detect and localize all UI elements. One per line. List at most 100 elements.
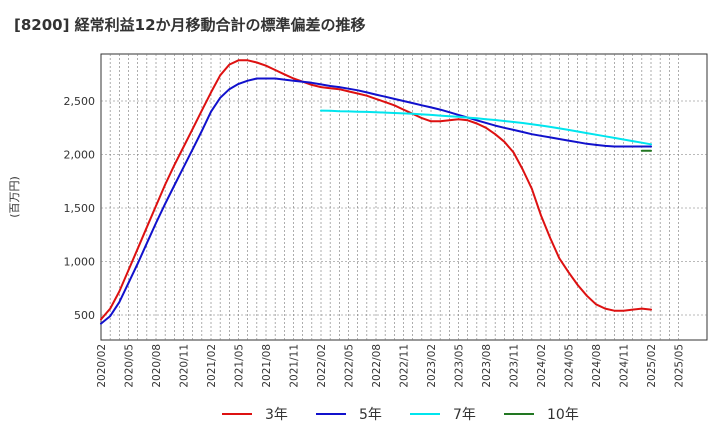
data-point-7年 [338,110,341,112]
data-point-3年 [567,271,570,274]
data-point-5年 [586,143,588,145]
data-point-7年 [558,127,561,130]
x-tick-label: 2022/05 [344,344,356,388]
data-point-3年 [375,98,377,100]
data-point-5年 [439,108,442,111]
data-point-3年 [439,120,442,123]
data-point-5年 [366,91,368,94]
data-point-3年 [127,269,130,271]
data-point-5年 [485,122,487,124]
data-point-5年 [613,145,616,148]
data-point-5年 [384,95,387,98]
data-point-3年 [586,294,588,297]
legend-label-5年: 5年 [359,407,382,423]
data-point-3年 [521,168,524,171]
data-point-5年 [641,145,643,148]
data-point-7年 [384,111,387,114]
x-tick-label: 2024/08 [591,344,603,388]
legend: 3年 5年 7年 10年 [222,407,579,423]
data-point-7年 [641,141,643,144]
data-point-3年 [448,119,451,122]
data-point-3年 [191,128,194,130]
data-point-3年 [531,187,533,190]
data-point-3年 [650,308,652,311]
data-point-7年 [540,124,542,127]
horizontal-grid [101,100,707,316]
x-tick-label: 2023/05 [454,344,466,388]
y-axis-ticks: 500 1,000 1,500 2,000 2,500 [64,95,96,322]
x-tick-label: 2023/11 [509,344,521,388]
series-lines [100,59,652,325]
x-tick-label: 2022/02 [316,344,328,388]
data-point-5年 [329,85,332,87]
data-point-5年 [531,133,533,135]
data-point-5年 [421,104,423,107]
legend-label-7年: 7年 [453,407,476,423]
data-point-7年 [421,113,423,116]
data-point-5年 [411,102,414,104]
data-point-5年 [476,119,478,122]
legend-label-10年: 10年 [547,407,579,423]
data-point-5年 [338,86,341,88]
x-tick-label: 2021/05 [234,344,246,388]
data-point-7年 [512,121,515,123]
data-point-5年 [604,145,606,147]
x-tick-label: 2021/02 [206,344,218,388]
data-point-3年 [164,183,166,186]
data-point-10年 [641,150,643,152]
data-point-3年 [146,226,148,229]
data-point-3年 [255,61,258,64]
x-tick-label: 2020/02 [96,344,108,388]
data-point-5年 [173,184,176,187]
data-point-7年 [595,133,597,136]
data-point-5年 [100,322,102,325]
data-point-3年 [155,205,157,207]
data-point-3年 [228,63,231,66]
data-point-5年 [549,136,551,139]
legend-label-3年: 3年 [265,407,288,423]
data-point-5年 [622,145,625,148]
data-point-7年 [531,123,533,125]
y-tick-label: 2,500 [64,95,96,108]
data-point-5年 [109,315,111,317]
data-point-5年 [393,98,396,100]
data-point-5年 [255,77,258,80]
data-point-3年 [549,237,551,239]
data-point-7年 [586,132,588,134]
data-point-3年 [329,87,332,89]
data-point-5年 [430,106,432,109]
x-tick-label: 2020/11 [179,344,191,388]
data-point-3年 [182,146,185,148]
x-tick-label: 2021/08 [261,344,273,388]
x-tick-label: 2023/08 [481,344,493,388]
data-point-3年 [576,284,579,286]
data-point-3年 [265,64,267,67]
data-point-3年 [466,119,469,122]
data-point-5年 [274,77,277,80]
data-point-3年 [503,140,506,143]
data-point-3年 [622,309,625,312]
data-point-3年 [311,84,313,86]
x-tick-label: 2023/02 [426,344,438,388]
data-point-3年 [219,74,221,77]
data-point-7年 [494,119,497,121]
data-point-7年 [347,110,350,113]
data-point-7年 [439,114,442,117]
data-point-5年 [118,301,121,304]
data-point-3年 [613,309,616,312]
data-point-5年 [146,242,148,245]
data-point-3年 [356,92,359,95]
data-point-10年 [650,150,652,152]
data-point-7年 [503,120,506,122]
data-point-3年 [402,108,405,111]
data-point-7年 [521,122,524,124]
data-point-5年 [237,83,240,85]
data-point-5年 [182,166,185,169]
data-point-3年 [173,164,176,166]
data-point-7年 [650,143,652,146]
data-point-7年 [375,111,377,113]
data-point-3年 [210,91,212,94]
data-point-3年 [366,94,368,97]
data-point-3年 [201,109,203,112]
data-point-5年 [246,79,249,82]
